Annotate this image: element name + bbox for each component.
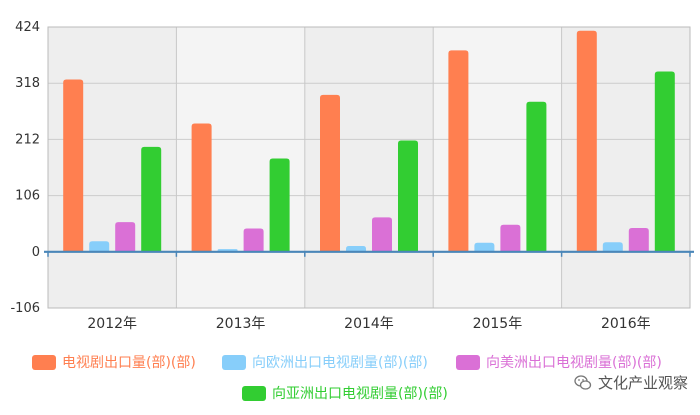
legend-item-series-4[interactable]: 向亚洲出口电视剧量(部)(部) <box>242 383 448 403</box>
xtick-label: 2015年 <box>473 316 523 332</box>
xtick-label: 2016年 <box>601 316 651 332</box>
bar <box>89 241 110 252</box>
bar <box>654 71 675 252</box>
legend-swatch <box>242 385 266 401</box>
watermark-text: 文化产业观察 <box>597 374 688 392</box>
bar <box>398 140 418 252</box>
bar <box>448 50 469 252</box>
bar <box>320 94 340 252</box>
watermark: 文化产业观察 <box>574 372 688 393</box>
bar <box>474 242 495 252</box>
legend-label: 向美洲出口电视剧量(部)(部) <box>486 355 662 371</box>
xtick-label: 2014年 <box>344 316 394 332</box>
bar <box>243 228 264 252</box>
legend-swatch <box>456 354 480 370</box>
xtick-label: 2012年 <box>87 316 137 332</box>
bar <box>269 158 290 252</box>
bar <box>63 79 84 252</box>
bar <box>628 227 649 252</box>
legend-label: 电视剧出口量(部)(部) <box>62 355 196 371</box>
bar <box>115 222 136 252</box>
xtick-label: 2013年 <box>216 316 266 332</box>
ytick-label: -106 <box>10 301 40 316</box>
bar <box>500 224 521 252</box>
bar <box>141 146 162 252</box>
ytick-label: 424 <box>15 20 40 35</box>
legend-label: 向欧洲出口电视剧量(部)(部) <box>252 355 428 371</box>
legend-swatch <box>222 354 246 370</box>
wechat-icon <box>574 374 592 390</box>
bar <box>576 30 597 252</box>
ytick-label: 0 <box>32 245 40 260</box>
plot-frame <box>47 26 691 309</box>
bar <box>526 101 547 252</box>
bar <box>602 242 623 252</box>
legend-swatch <box>32 354 56 370</box>
legend-label: 向亚洲出口电视剧量(部)(部) <box>272 386 448 402</box>
legend-item-series-3[interactable]: 向美洲出口电视剧量(部)(部) <box>456 352 662 372</box>
legend-item-series-2[interactable]: 向欧洲出口电视剧量(部)(部) <box>222 352 428 372</box>
legend-item-series-1[interactable]: 电视剧出口量(部)(部) <box>32 352 196 372</box>
bar <box>346 245 366 252</box>
bar <box>191 123 212 252</box>
ytick-label: 106 <box>15 189 40 204</box>
bar <box>372 217 392 252</box>
ytick-label: 318 <box>15 76 40 91</box>
ytick-label: 212 <box>15 132 40 147</box>
